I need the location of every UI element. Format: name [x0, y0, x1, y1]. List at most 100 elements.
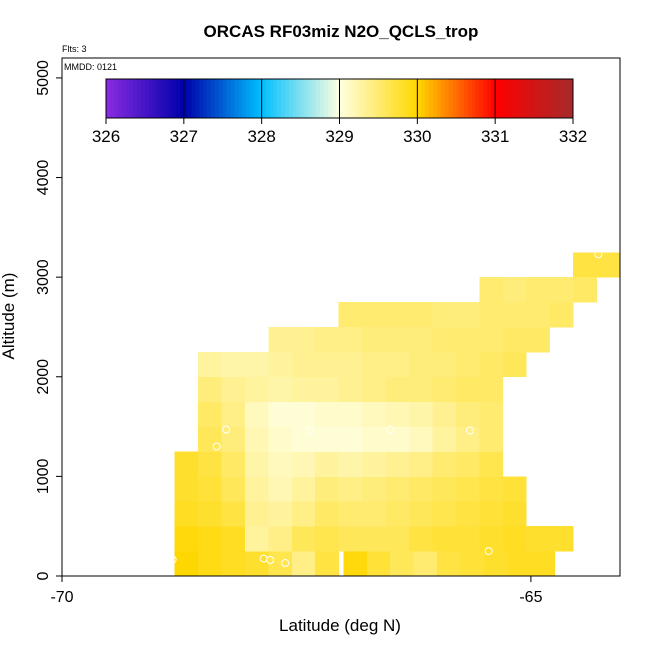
- heat-cell: [338, 401, 363, 427]
- heat-cell: [507, 551, 532, 576]
- heat-cell: [526, 526, 551, 552]
- heat-cell: [315, 351, 340, 378]
- chart-title: ORCAS RF03miz N2O_QCLS_trop: [204, 22, 479, 41]
- colorbar-strip: [569, 79, 574, 118]
- heat-cell: [268, 451, 293, 477]
- colorbar-strip: [417, 79, 422, 118]
- heat-cell: [244, 551, 269, 576]
- colorbar-strip: [386, 79, 391, 118]
- heat-cell: [502, 351, 527, 378]
- colorbar-strip: [281, 79, 286, 118]
- colorbar-strip: [242, 79, 247, 118]
- heat-cell: [432, 526, 457, 552]
- heat-cell: [408, 501, 433, 527]
- y-tick-label: 4000: [35, 160, 52, 196]
- heat-cell: [291, 401, 316, 427]
- heat-cell: [221, 451, 246, 477]
- heat-cell: [432, 426, 457, 452]
- colorbar-strip: [456, 79, 461, 118]
- heat-cell: [362, 501, 386, 527]
- colorbar-strip: [343, 79, 348, 118]
- heat-cell: [268, 351, 293, 378]
- heat-cell: [432, 376, 457, 403]
- colorbar-strip: [203, 79, 208, 118]
- colorbar-strip: [191, 79, 197, 118]
- heat-cell: [432, 326, 457, 353]
- x-tick-label: -70: [50, 589, 73, 606]
- colorbar-strip: [308, 79, 313, 118]
- colorbar-strip: [362, 79, 368, 118]
- heat-cell: [362, 351, 386, 378]
- heat-cell: [596, 252, 620, 278]
- heat-cell: [408, 326, 433, 353]
- colorbar-strip: [183, 79, 189, 118]
- heat-cell: [221, 526, 246, 552]
- heat-cell: [338, 476, 363, 502]
- heat-cell: [502, 526, 527, 552]
- heat-cell: [479, 376, 504, 403]
- colorbar-strip: [483, 79, 488, 118]
- colorbar-strip: [370, 79, 376, 118]
- heat-cell: [174, 526, 199, 552]
- heat-cell: [221, 351, 246, 378]
- heat-cell: [244, 376, 269, 403]
- colorbar-strip: [253, 79, 259, 118]
- colorbar-strip: [199, 79, 204, 118]
- heat-cell: [385, 326, 410, 353]
- colorbar-strip: [537, 79, 543, 118]
- y-axis-label: Altitude (m): [0, 273, 18, 360]
- heat-cell: [315, 526, 340, 552]
- heat-cell: [291, 451, 316, 477]
- heat-cell: [197, 526, 222, 552]
- colorbar-strip: [397, 79, 403, 118]
- colorbar-strip: [129, 79, 134, 118]
- heat-cell: [268, 401, 293, 427]
- heat-cell: [479, 476, 504, 502]
- heat-cell: [268, 376, 293, 403]
- heat-cell: [338, 326, 363, 353]
- colorbar-tick-label: 331: [481, 127, 509, 146]
- heat-cell: [385, 401, 410, 427]
- heat-cell: [526, 302, 551, 328]
- heat-cell: [197, 476, 222, 502]
- heat-cell: [244, 351, 269, 378]
- sample-points: [165, 250, 603, 568]
- heat-cell: [455, 326, 480, 353]
- x-axis-label: Latitude (deg N): [279, 616, 401, 635]
- heat-cell: [479, 302, 504, 328]
- heat-cell: [197, 376, 222, 403]
- heat-cell: [455, 526, 480, 552]
- colorbar-strip: [530, 79, 535, 118]
- colorbar-strip: [312, 79, 317, 118]
- colorbar-strip: [113, 79, 119, 118]
- heat-cell: [315, 401, 340, 427]
- heat-block: [573, 252, 597, 278]
- sample-point: [281, 559, 290, 568]
- sample-point: [222, 425, 231, 434]
- colorbar-strip: [292, 79, 298, 118]
- heat-cell: [408, 451, 433, 477]
- heat-cell: [338, 351, 363, 378]
- heat-cell: [268, 501, 293, 527]
- colorbar-strip: [273, 79, 278, 118]
- colorbar-strip: [374, 79, 380, 118]
- colorbar-strip: [176, 79, 181, 118]
- colorbar-strip: [358, 79, 364, 118]
- colorbar-strip: [522, 79, 527, 118]
- heat-cell: [502, 302, 527, 328]
- colorbar-tick-label: 329: [325, 127, 353, 146]
- heat-cell: [315, 476, 340, 502]
- heat-cell: [549, 302, 574, 328]
- colorbar-strip: [557, 79, 562, 118]
- heat-cell: [174, 476, 199, 502]
- colorbar-strip: [549, 79, 555, 118]
- heat-cell: [502, 476, 527, 502]
- sample-point: [266, 556, 275, 565]
- colorbar-strip: [479, 79, 485, 118]
- colorbar-strip: [296, 79, 302, 118]
- colorbar-strip: [514, 79, 520, 118]
- heat-cell: [338, 501, 363, 527]
- colorbar-strip: [207, 79, 212, 118]
- heat-cell: [268, 476, 293, 502]
